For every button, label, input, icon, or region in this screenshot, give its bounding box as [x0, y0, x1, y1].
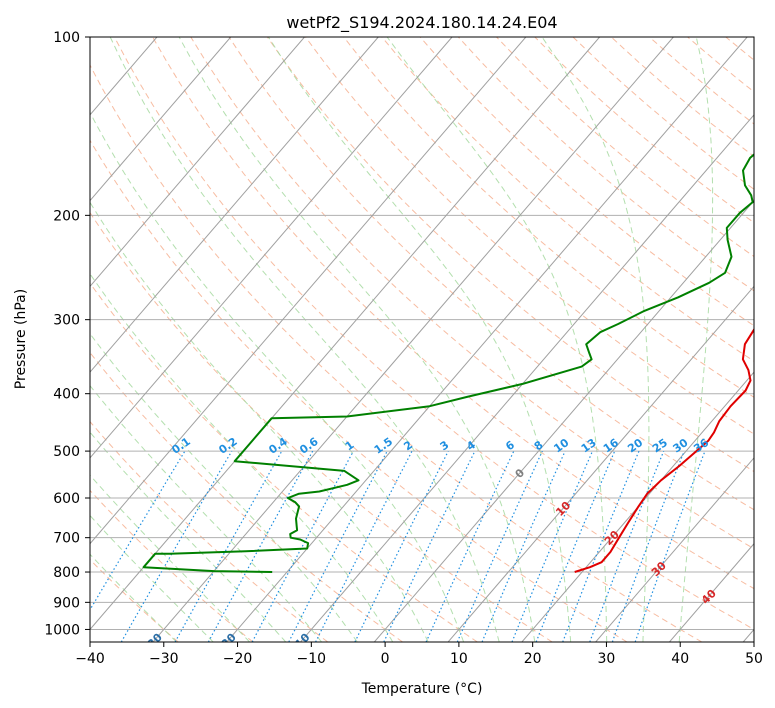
dewpoint-profile-line	[142, 153, 754, 573]
y-tick-label: 400	[53, 387, 80, 403]
y-tick-label: 600	[53, 491, 80, 507]
dry-adiabat	[266, 37, 754, 473]
isotherm-line	[90, 37, 232, 202]
dry-adiabat	[228, 37, 754, 511]
dry-adiabat	[305, 37, 754, 435]
mixing-ratio-line	[207, 450, 314, 642]
isotherm-line	[90, 37, 305, 288]
isotherm-line	[447, 285, 754, 642]
x-tick-label: −30	[149, 651, 179, 667]
dry-adiabat	[90, 282, 478, 642]
mixing-ratio-line	[562, 450, 640, 642]
mixing-ratio-line	[535, 450, 616, 642]
mixing-ratio-line	[589, 450, 665, 642]
mixing-ratio-line	[634, 450, 706, 642]
x-tick-label: 50	[745, 651, 763, 667]
mixing-ratio-line	[174, 450, 283, 642]
x-tick-label: 30	[598, 651, 616, 667]
x-tick-label: 10	[450, 651, 468, 667]
dry-adiabat	[113, 37, 754, 630]
y-tick-label: 200	[53, 208, 80, 224]
isotherm-line	[595, 457, 754, 642]
mixing-ratio-line	[251, 450, 354, 642]
mixing-ratio-line	[481, 450, 566, 642]
x-tick-label: −10	[297, 651, 327, 667]
moist-adiabat	[90, 431, 287, 642]
chart-title: wetPf2_S194.2024.180.14.24.E04	[286, 13, 557, 33]
x-tick-label: −40	[75, 651, 105, 667]
y-axis-label: Pressure (hPa)	[13, 289, 29, 389]
isotherm-line	[300, 114, 754, 642]
y-tick-label: 300	[53, 313, 80, 329]
plot-frame	[89, 36, 755, 643]
isotherm-line	[373, 199, 754, 642]
mixing-ratio-line	[611, 450, 685, 642]
mixing-ratio-line	[511, 450, 594, 642]
moist-adiabat	[90, 553, 177, 642]
isotherm-label: -10	[289, 630, 312, 653]
dry-adiabat	[152, 37, 754, 590]
isotherm-line	[90, 37, 453, 459]
y-tick-label: 900	[53, 595, 80, 611]
dry-adiabat	[90, 139, 628, 642]
isotherm-label: -20	[215, 630, 238, 653]
mixing-ratio-line	[315, 450, 413, 642]
x-tick-label: 40	[671, 651, 689, 667]
isotherm-line	[152, 37, 674, 642]
moist-adiabat	[90, 514, 214, 642]
isotherm-line	[226, 37, 748, 642]
x-axis-label: Temperature (°C)	[361, 681, 483, 697]
isotherm-label: -30	[142, 630, 165, 653]
y-tick-label: 800	[53, 565, 80, 581]
dry-adiabat	[90, 558, 179, 642]
dry-adiabat	[343, 37, 754, 398]
y-tick-label: 700	[53, 531, 80, 547]
dry-adiabat	[90, 489, 254, 642]
y-tick-label: 500	[53, 444, 80, 460]
moist-adiabat	[178, 37, 536, 642]
x-tick-label: 0	[381, 651, 390, 667]
x-tick-label: 20	[524, 651, 542, 667]
mixing-ratio-line	[456, 450, 543, 642]
isotherm-line	[521, 371, 754, 642]
temperature-profile-line	[574, 327, 754, 573]
isotherm-line	[90, 37, 601, 631]
isotherm-line	[90, 37, 379, 373]
y-tick-label: 100	[53, 30, 80, 46]
mixing-ratio-line	[354, 450, 449, 642]
x-tick-label: −20	[223, 651, 253, 667]
y-tick-label: 1000	[44, 622, 80, 638]
dry-adiabat	[381, 37, 754, 362]
isotherm-line	[90, 37, 527, 545]
